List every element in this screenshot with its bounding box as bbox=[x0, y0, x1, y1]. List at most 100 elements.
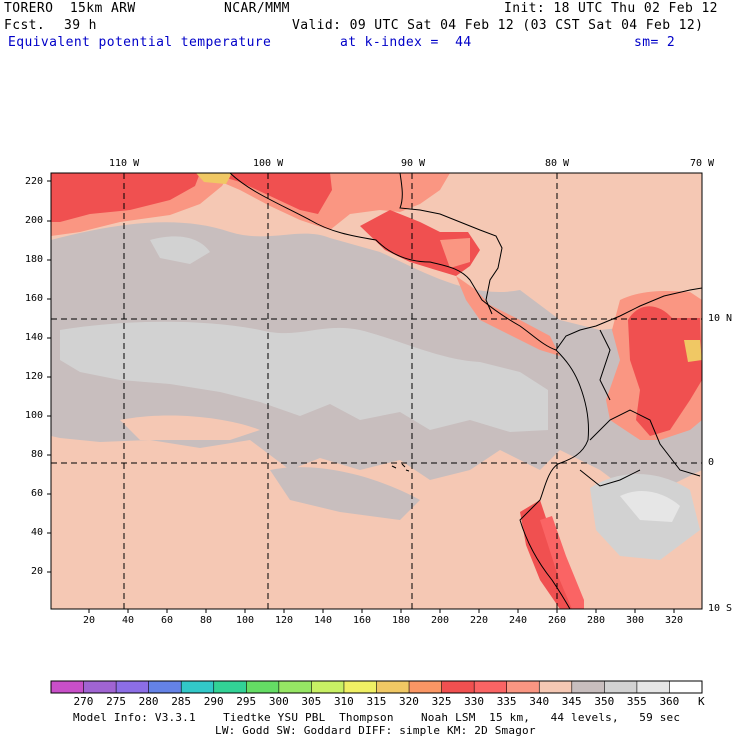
colorbar-frame bbox=[50, 680, 703, 694]
colorbar-value-label: 360 bbox=[659, 695, 680, 708]
lon-label-70w: 70 W bbox=[690, 158, 715, 169]
colorbar-unit: K bbox=[698, 695, 705, 708]
lon-label-110w: 110 W bbox=[109, 158, 140, 169]
colorbar-value-label: 315 bbox=[366, 695, 387, 708]
shade-330-nw bbox=[51, 173, 200, 222]
colorbar-swatch bbox=[571, 681, 605, 693]
valid-time: Valid: 09 UTC Sat 04 Feb 12 (03 CST Sat … bbox=[292, 18, 704, 33]
pacific-coast-north bbox=[229, 173, 702, 351]
x-tick-label: 80 bbox=[200, 615, 213, 626]
y-tick-label: 220 bbox=[25, 176, 44, 187]
forecast-hours: 39 h bbox=[64, 18, 97, 33]
y-tick-label: 160 bbox=[25, 293, 44, 304]
colorbar-swatch bbox=[311, 681, 345, 693]
shade-355-patch bbox=[620, 491, 680, 522]
x-tick-label: 300 bbox=[626, 615, 645, 626]
colorbar-value-label: 335 bbox=[496, 695, 517, 708]
y-tick-label: 80 bbox=[31, 449, 44, 460]
model-info-line1: Model Info: V3.3.1 Tiedtke YSU PBL Thomp… bbox=[73, 711, 681, 724]
colorbar-value-label: 330 bbox=[464, 695, 485, 708]
y-tick-label: 40 bbox=[31, 527, 44, 538]
colorbar-value-label: 290 bbox=[203, 695, 224, 708]
colorbar-swatch bbox=[148, 681, 182, 693]
colorbar-value-label: 355 bbox=[626, 695, 647, 708]
axis-ticks bbox=[47, 180, 675, 613]
galapagos-islands bbox=[391, 463, 410, 472]
forecast-label: Fcst. bbox=[4, 18, 46, 33]
colorbar-swatch bbox=[474, 681, 507, 693]
colorbar-swatch bbox=[376, 681, 410, 693]
colorbar-value-label: 285 bbox=[171, 695, 192, 708]
colorbar-swatch bbox=[506, 681, 540, 693]
colorbar-value-label: 340 bbox=[529, 695, 550, 708]
colorbar-value-label: 325 bbox=[431, 695, 452, 708]
colorbar-swatch bbox=[246, 681, 280, 693]
colorbar-swatch bbox=[636, 681, 670, 693]
coastlines bbox=[229, 173, 702, 609]
colorbar-value-label: 345 bbox=[561, 695, 582, 708]
colorbar-swatch bbox=[181, 681, 215, 693]
y-tick-label: 200 bbox=[25, 215, 44, 226]
colorbar-swatch bbox=[51, 681, 84, 693]
lat-label-10s: 10 S bbox=[708, 603, 733, 614]
smoothing-value: sm= 2 bbox=[634, 35, 676, 50]
colorbar-swatch bbox=[213, 681, 247, 693]
colorbar-value-label: 275 bbox=[106, 695, 126, 708]
model-name: TORERO 15km ARW bbox=[4, 1, 136, 16]
map-frame bbox=[50, 172, 703, 610]
colorbar-swatch bbox=[409, 681, 442, 693]
colorbar-swatch bbox=[278, 681, 312, 693]
pacific-coast-south bbox=[519, 349, 589, 609]
colorbar-swatch bbox=[441, 681, 475, 693]
colorbar-swatch bbox=[116, 681, 149, 693]
colorbar-swatch bbox=[539, 681, 573, 693]
shade-350-core bbox=[60, 321, 548, 432]
x-tick-label: 160 bbox=[353, 615, 372, 626]
x-tick-label: 260 bbox=[548, 615, 567, 626]
x-tick-label: 280 bbox=[587, 615, 606, 626]
colorbar-value-label: 305 bbox=[301, 695, 322, 708]
colorbar-swatch bbox=[604, 681, 638, 693]
field-shading bbox=[51, 173, 702, 609]
x-tick-label: 40 bbox=[122, 615, 135, 626]
x-tick-label: 180 bbox=[392, 615, 411, 626]
lon-label-100w: 100 W bbox=[253, 158, 284, 169]
level-index: at k-index = 44 bbox=[340, 35, 472, 50]
x-tick-label: 120 bbox=[275, 615, 294, 626]
colorbar-value-label: 270 bbox=[73, 695, 94, 708]
x-tick-label: 240 bbox=[509, 615, 528, 626]
colorbar-value-label: 310 bbox=[333, 695, 354, 708]
y-tick-label: 180 bbox=[25, 254, 44, 265]
colorbar bbox=[51, 681, 703, 693]
x-tick-label: 220 bbox=[470, 615, 489, 626]
colorbar-swatch bbox=[83, 681, 117, 693]
lon-label-80w: 80 W bbox=[545, 158, 570, 169]
shade-345-patch bbox=[270, 467, 420, 520]
init-time: Init: 18 UTC Thu 02 Feb 12 bbox=[504, 1, 718, 16]
shade-320-patch bbox=[684, 340, 702, 362]
y-tick-label: 120 bbox=[25, 371, 44, 382]
y-tick-label: 100 bbox=[25, 410, 44, 421]
shade-350-patch bbox=[150, 236, 210, 264]
colorbar-value-label: 295 bbox=[236, 695, 257, 708]
colorbar-swatch bbox=[669, 681, 703, 693]
colorbar-value-label: 320 bbox=[399, 695, 419, 708]
graticule bbox=[51, 173, 702, 609]
x-tick-label: 200 bbox=[431, 615, 450, 626]
country-borders bbox=[579, 329, 701, 487]
colorbar-value-label: 300 bbox=[268, 695, 289, 708]
shade-tan-patch bbox=[120, 415, 260, 440]
y-tick-label: 60 bbox=[31, 488, 44, 499]
y-tick-label: 140 bbox=[25, 332, 44, 343]
shade-320-patch bbox=[196, 173, 232, 184]
center-name: NCAR/MMM bbox=[224, 1, 290, 16]
field-name: Equivalent potential temperature bbox=[8, 35, 272, 50]
shade-330-colombia bbox=[628, 306, 702, 436]
y-tick-label: 20 bbox=[31, 566, 44, 577]
lat-label-10n: 10 N bbox=[708, 313, 733, 324]
x-tick-label: 100 bbox=[236, 615, 255, 626]
shade-335-honduras bbox=[440, 238, 470, 268]
x-tick-label: 20 bbox=[83, 615, 96, 626]
lat-label-0: 0 bbox=[708, 457, 715, 468]
